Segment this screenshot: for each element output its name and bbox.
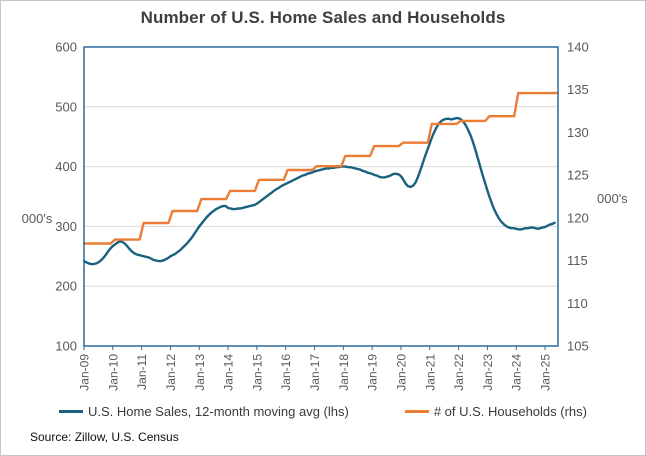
y-tick-label-left: 100 xyxy=(55,339,77,354)
legend-label-home-sales: U.S. Home Sales, 12-month moving avg (lh… xyxy=(87,403,349,419)
y-tick-label-left: 200 xyxy=(55,279,77,294)
chart-title: Number of U.S. Home Sales and Households xyxy=(140,8,506,27)
source-note: Source: Zillow, U.S. Census xyxy=(30,430,179,444)
legend-item-households: # of U.S. Households (rhs) xyxy=(404,403,587,419)
left-axis-unit-label: 000's xyxy=(21,211,53,226)
y-tick-label-right: 105 xyxy=(567,339,589,354)
x-tick-label: Jan-20 xyxy=(394,354,408,391)
x-tick-label: Jan-11 xyxy=(135,354,149,390)
home-sales-line xyxy=(82,117,556,266)
x-tick-label: Jan-18 xyxy=(337,354,351,391)
y-tick-label-left: 400 xyxy=(55,159,77,174)
y-tick-label-right: 120 xyxy=(567,210,589,225)
x-tick-label: Jan-19 xyxy=(366,354,380,391)
plot-border xyxy=(83,46,559,347)
households-line xyxy=(82,91,560,245)
x-tick-label: Jan-13 xyxy=(193,354,207,391)
right-axis-unit-label: 000's xyxy=(597,191,628,206)
y-tick-label-right: 110 xyxy=(567,296,588,311)
x-tick-label: Jan-23 xyxy=(481,354,495,391)
y-tick-label-right: 115 xyxy=(567,253,588,268)
y-tick-label-right: 130 xyxy=(567,125,589,140)
x-tick-label: Jan-25 xyxy=(539,354,553,391)
y-tick-label-right: 135 xyxy=(567,82,589,97)
x-tick-label: Jan-16 xyxy=(279,354,293,391)
x-tick-label: Jan-09 xyxy=(78,354,92,391)
y-tick-label-left: 600 xyxy=(55,40,77,55)
y-tick-label-right: 140 xyxy=(567,40,589,55)
legend: U.S. Home Sales, 12-month moving avg (lh… xyxy=(1,402,645,420)
x-tick-label: Jan-17 xyxy=(308,354,322,391)
legend-item-home-sales: U.S. Home Sales, 12-month moving avg (lh… xyxy=(58,403,349,419)
x-tick-label: Jan-24 xyxy=(510,354,524,391)
x-tick-label: Jan-21 xyxy=(423,354,437,391)
y-tick-label-left: 500 xyxy=(55,99,77,114)
x-tick-label: Jan-14 xyxy=(222,354,236,391)
legend-label-households: # of U.S. Households (rhs) xyxy=(433,403,587,419)
x-tick-label: Jan-12 xyxy=(164,354,178,391)
households-line-swatch xyxy=(404,409,429,413)
y-tick-label-right: 125 xyxy=(567,168,589,183)
x-tick-label: Jan-10 xyxy=(106,354,120,391)
x-tick-label: Jan-15 xyxy=(250,354,264,391)
y-tick-label-left: 300 xyxy=(55,219,77,234)
x-tick-label: Jan-22 xyxy=(452,354,466,391)
home-sales-line-swatch xyxy=(58,409,83,413)
